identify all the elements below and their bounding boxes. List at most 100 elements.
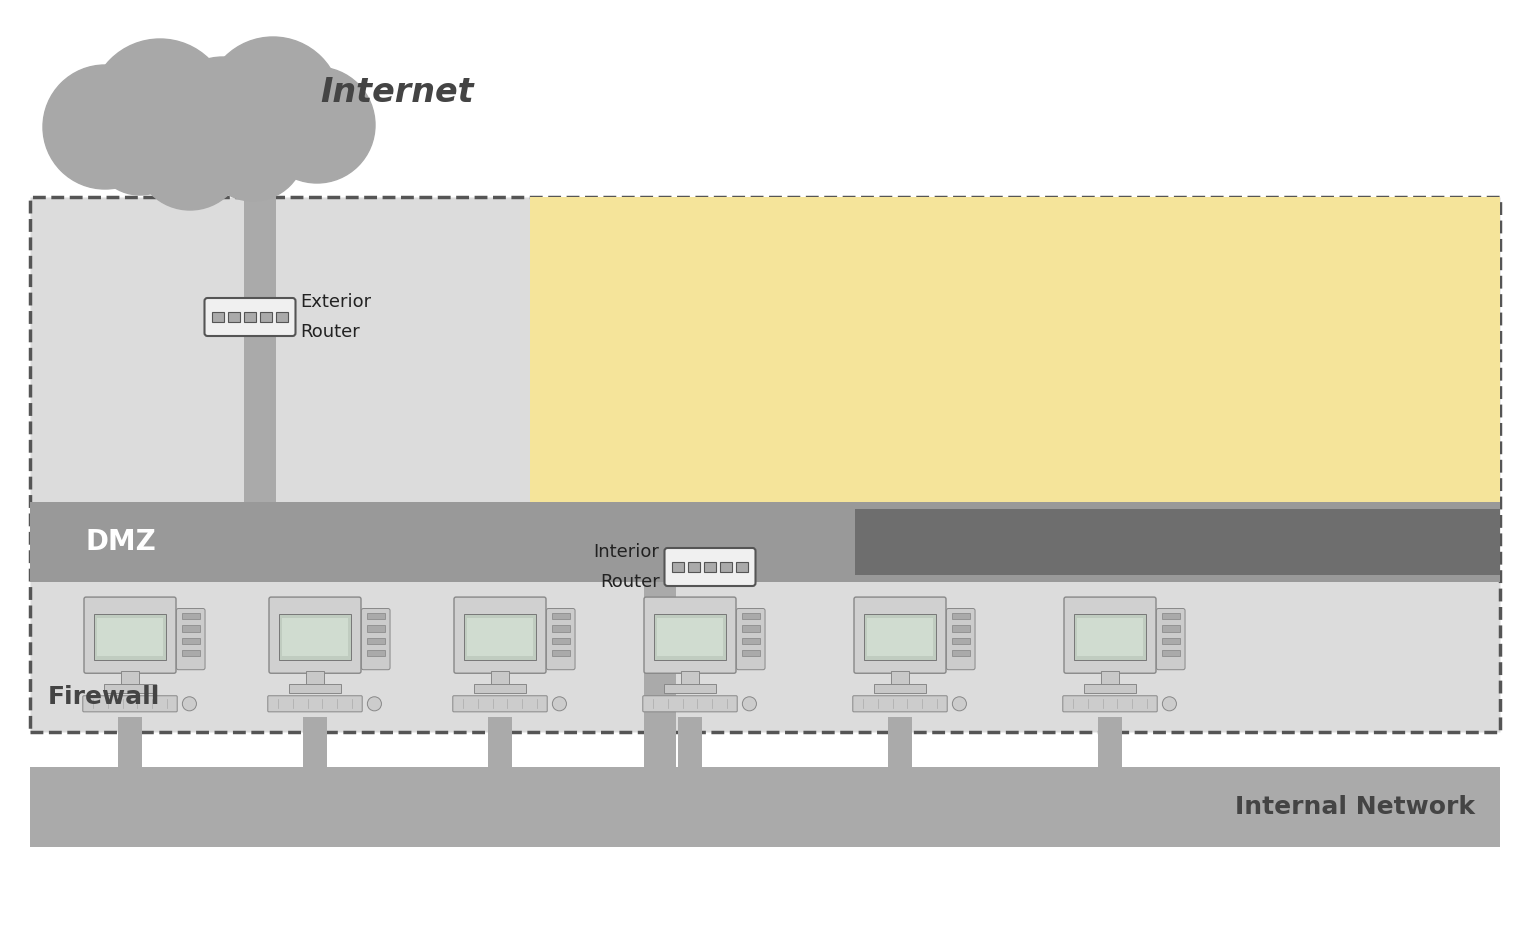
FancyBboxPatch shape — [664, 548, 756, 586]
Bar — [1101, 671, 1119, 684]
Bar — [952, 613, 969, 619]
Bar — [1084, 684, 1136, 693]
Bar — [742, 650, 759, 656]
Bar — [279, 614, 351, 660]
Bar — [474, 684, 526, 693]
Bar — [288, 684, 342, 693]
Bar — [366, 650, 385, 656]
Text: Exterior: Exterior — [300, 293, 371, 311]
FancyBboxPatch shape — [736, 608, 765, 669]
Text: Interior: Interior — [593, 543, 659, 561]
Bar — [552, 650, 570, 656]
Bar — [282, 617, 348, 656]
FancyBboxPatch shape — [268, 696, 362, 712]
Circle shape — [182, 697, 196, 711]
Bar — [468, 617, 532, 656]
Bar — [888, 717, 912, 767]
Bar — [307, 671, 323, 684]
Bar — [212, 312, 224, 322]
FancyBboxPatch shape — [176, 608, 205, 669]
Bar — [530, 197, 1499, 512]
Text: Router: Router — [300, 323, 360, 341]
Circle shape — [161, 57, 285, 181]
Bar — [552, 638, 570, 644]
Bar — [244, 333, 276, 502]
Bar — [31, 197, 1499, 732]
Bar — [742, 613, 759, 619]
FancyBboxPatch shape — [84, 597, 176, 673]
Circle shape — [1162, 697, 1176, 711]
Bar — [244, 197, 276, 301]
Circle shape — [92, 99, 189, 195]
Bar — [855, 509, 1499, 575]
Bar — [118, 717, 143, 767]
Bar — [98, 617, 162, 656]
Circle shape — [201, 97, 305, 201]
Bar — [721, 562, 733, 572]
FancyBboxPatch shape — [83, 696, 178, 712]
Bar — [244, 55, 276, 199]
Circle shape — [552, 697, 566, 711]
Bar — [31, 767, 1499, 847]
Bar — [121, 671, 140, 684]
Circle shape — [742, 697, 756, 711]
Bar — [865, 614, 937, 660]
Bar — [1162, 626, 1179, 631]
FancyBboxPatch shape — [946, 608, 975, 669]
Bar — [304, 717, 327, 767]
Bar — [366, 613, 385, 619]
Bar — [952, 626, 969, 631]
Circle shape — [368, 697, 382, 711]
Circle shape — [90, 39, 230, 179]
Bar — [658, 617, 722, 656]
Bar — [891, 671, 909, 684]
Bar — [688, 562, 701, 572]
Bar — [868, 617, 932, 656]
FancyBboxPatch shape — [1062, 696, 1157, 712]
Bar — [736, 562, 748, 572]
Bar — [1162, 613, 1179, 619]
Bar — [742, 626, 759, 631]
FancyBboxPatch shape — [268, 597, 360, 673]
FancyBboxPatch shape — [644, 597, 736, 673]
Bar — [874, 684, 926, 693]
Bar — [244, 312, 256, 322]
Bar — [671, 562, 684, 572]
Bar — [644, 582, 676, 732]
Bar — [1098, 717, 1122, 767]
Bar — [487, 717, 512, 767]
Circle shape — [259, 67, 376, 183]
Bar — [681, 671, 699, 684]
Text: Internet: Internet — [320, 75, 474, 108]
Bar — [366, 626, 385, 631]
Bar — [464, 614, 537, 660]
FancyBboxPatch shape — [852, 696, 947, 712]
FancyBboxPatch shape — [204, 298, 296, 336]
Text: Router: Router — [599, 573, 659, 591]
Bar — [261, 312, 273, 322]
Bar — [1162, 650, 1179, 656]
Bar — [182, 626, 199, 631]
FancyBboxPatch shape — [454, 597, 546, 673]
Circle shape — [952, 697, 966, 711]
FancyBboxPatch shape — [1064, 597, 1156, 673]
FancyBboxPatch shape — [642, 696, 737, 712]
Bar — [552, 613, 570, 619]
Bar — [104, 684, 156, 693]
FancyBboxPatch shape — [1156, 608, 1185, 669]
Bar — [655, 614, 727, 660]
Bar — [182, 638, 199, 644]
Circle shape — [205, 37, 340, 173]
Bar — [94, 614, 166, 660]
Circle shape — [43, 65, 167, 189]
Bar — [1075, 614, 1147, 660]
FancyBboxPatch shape — [452, 696, 547, 712]
FancyBboxPatch shape — [546, 608, 575, 669]
Bar — [182, 650, 199, 656]
Bar — [491, 671, 509, 684]
Text: Internal Network: Internal Network — [1236, 795, 1475, 819]
Bar — [552, 626, 570, 631]
Text: Firewall: Firewall — [48, 685, 161, 709]
Bar — [664, 684, 716, 693]
Bar — [182, 613, 199, 619]
